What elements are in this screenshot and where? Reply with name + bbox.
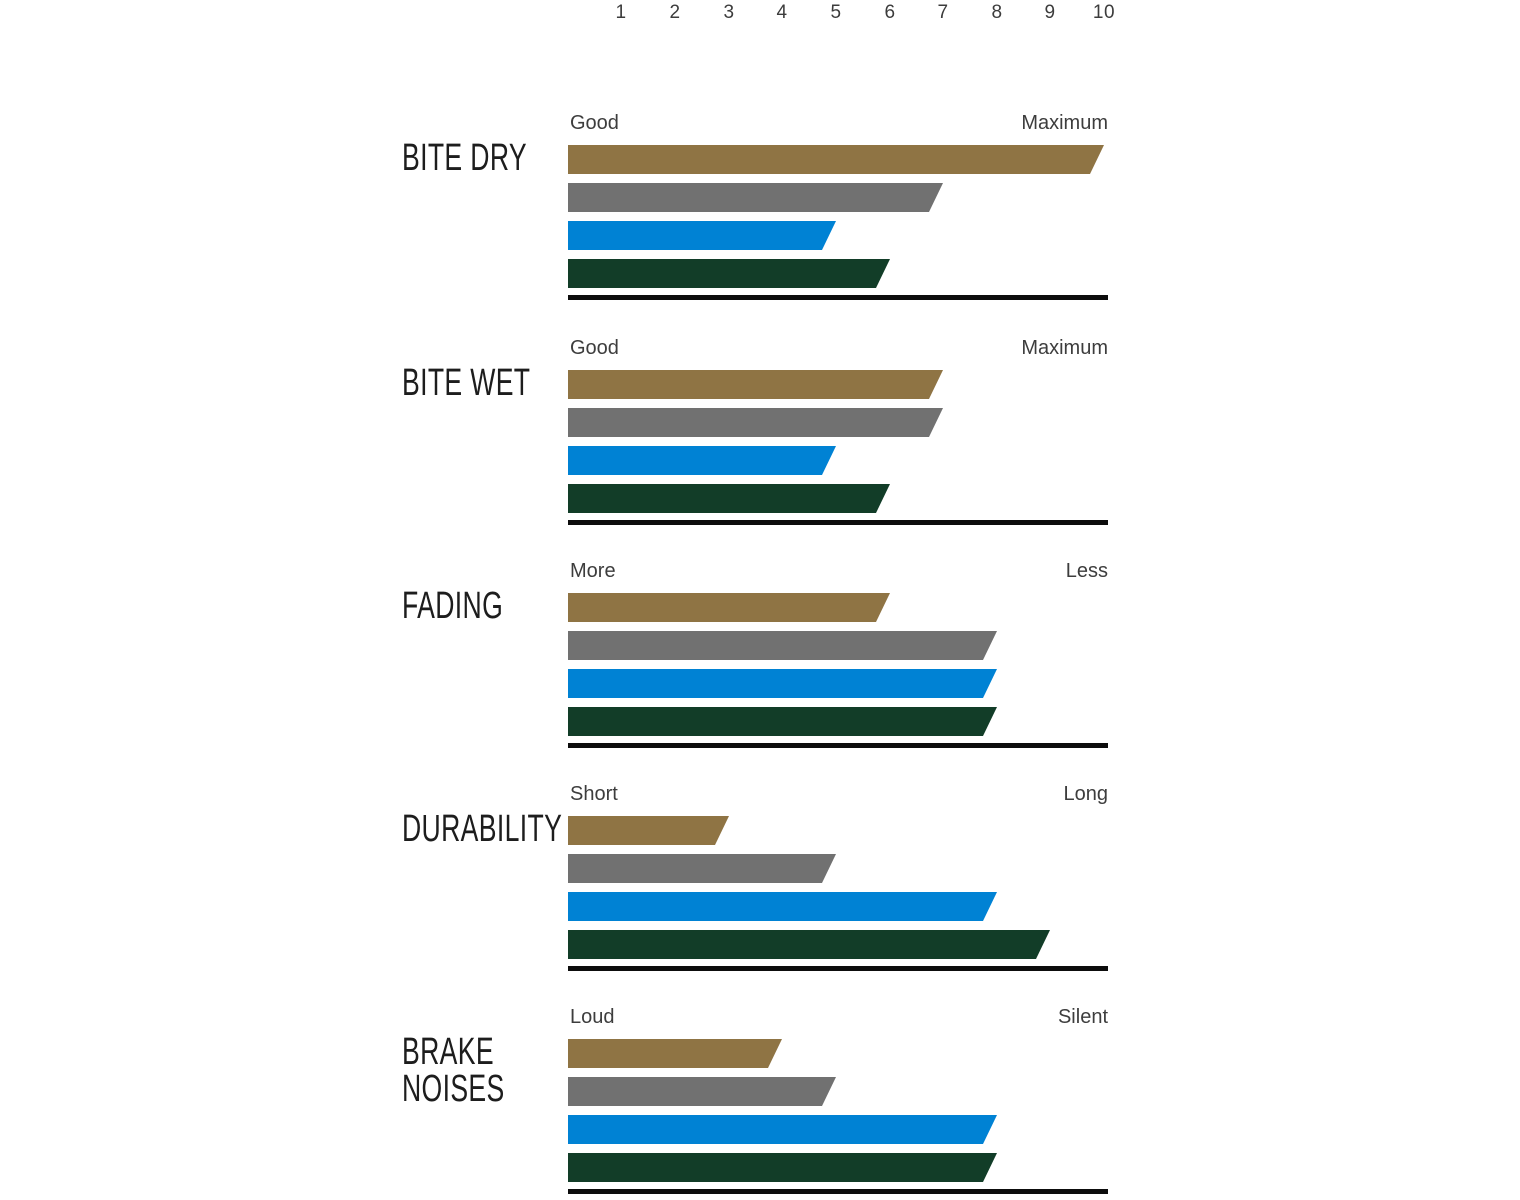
section-fading: FADING More Less <box>0 560 1520 756</box>
bar-gray <box>568 854 836 883</box>
bar-bronze <box>568 145 1104 174</box>
bar-gray <box>568 408 943 437</box>
endpoint-label-left: Good <box>570 337 619 359</box>
endpoint-label-right: Maximum <box>1021 337 1108 359</box>
axis-baseline <box>568 520 1108 525</box>
category-label: BITE WET <box>402 362 531 404</box>
bar-green <box>568 930 1050 959</box>
scale-tick: 3 <box>723 2 735 23</box>
bar-blue <box>568 1115 997 1144</box>
axis-baseline <box>568 966 1108 971</box>
scale-tick: 1 <box>615 2 627 23</box>
scale-tick: 10 <box>1092 2 1116 23</box>
bar-gray <box>568 1077 836 1106</box>
section-bite-wet: BITE WET Good Maximum <box>0 337 1520 533</box>
bar-green <box>568 484 890 513</box>
bar-green <box>568 259 890 288</box>
bar-bronze <box>568 593 890 622</box>
scale-tick: 5 <box>830 2 842 23</box>
section-brake-noises: BRAKE NOISES Loud Silent <box>0 1006 1520 1200</box>
bar-blue <box>568 892 997 921</box>
section-durability: DURABILITY Short Long <box>0 783 1520 979</box>
section-bite-dry: BITE DRY Good Maximum <box>0 112 1520 308</box>
axis-baseline <box>568 743 1108 748</box>
endpoint-label-left: More <box>570 560 616 582</box>
scale-tick: 2 <box>669 2 681 23</box>
endpoint-label-right: Long <box>1063 783 1109 805</box>
bar-bronze <box>568 816 729 845</box>
scale-tick: 9 <box>1044 2 1056 23</box>
scale-tick: 7 <box>937 2 949 23</box>
scale-tick: 6 <box>884 2 896 23</box>
bar-bronze <box>568 370 943 399</box>
endpoint-label-right: Less <box>1065 560 1108 582</box>
endpoint-label-left: Short <box>570 783 618 805</box>
category-label: BITE DRY <box>402 137 527 179</box>
axis-baseline <box>568 1189 1108 1194</box>
bar-gray <box>568 631 997 660</box>
endpoint-label-right: Maximum <box>1021 112 1108 134</box>
scale-tick: 4 <box>776 2 788 23</box>
bar-green <box>568 707 997 736</box>
bar-bronze <box>568 1039 782 1068</box>
category-label: BRAKE NOISES <box>402 1031 505 1110</box>
bar-gray <box>568 183 943 212</box>
endpoint-label-left: Good <box>570 112 619 134</box>
bar-blue <box>568 669 997 698</box>
bar-blue <box>568 446 836 475</box>
bar-blue <box>568 221 836 250</box>
endpoint-label-right: Silent <box>1057 1006 1108 1028</box>
category-label: FADING <box>402 585 504 627</box>
category-label: DURABILITY <box>402 808 563 850</box>
axis-baseline <box>568 295 1108 300</box>
bar-green <box>568 1153 997 1182</box>
scale-tick: 8 <box>991 2 1003 23</box>
endpoint-label-left: Loud <box>570 1006 615 1028</box>
